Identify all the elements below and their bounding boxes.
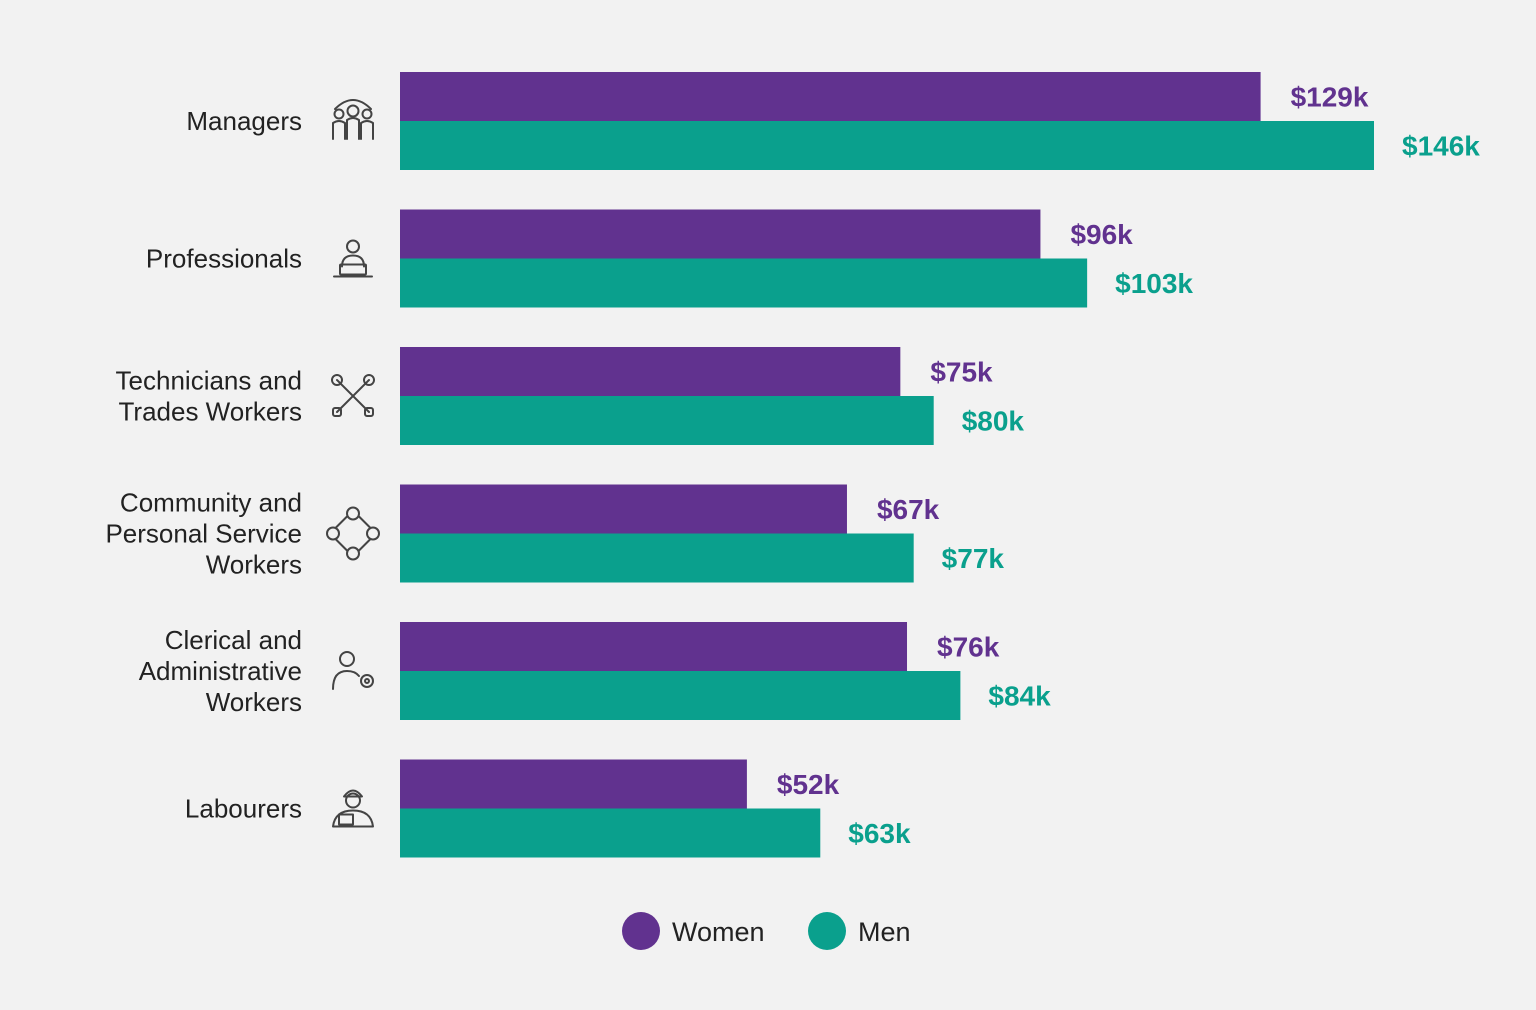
bar-women [400, 209, 1041, 259]
bar-men [400, 121, 1374, 170]
bar-men [400, 258, 1088, 308]
value-label-women: $75k [930, 357, 993, 388]
legend-swatch [622, 912, 660, 950]
category-labels: Managers Professionals Technicians and Trad… [105, 106, 302, 824]
value-label-women: $67k [877, 494, 940, 525]
value-labels: $129k $146k $96k $103k $75k $80k $67k$77k $76k $… [777, 82, 1480, 850]
category-label: Technicians and Trades Workers [116, 366, 302, 427]
value-label-women: $129k [1291, 82, 1369, 113]
value-label-women: $52k [777, 769, 840, 800]
category-label: Community and Personal Service Workers [105, 488, 302, 580]
legend-label: Men [858, 917, 911, 947]
laptop-user-icon [333, 239, 373, 278]
category-label: Managers [186, 106, 302, 136]
legend-item-women: Women [622, 912, 765, 950]
category-label: Professionals [146, 244, 302, 274]
bar-women [400, 347, 901, 396]
legend: Women Men [622, 912, 911, 950]
bar-women [400, 622, 908, 671]
category-icons [326, 99, 380, 828]
user-gear-icon [332, 651, 374, 690]
value-label-men: $77k [942, 543, 1005, 574]
bar-women [400, 72, 1261, 121]
value-label-men: $80k [962, 406, 1025, 437]
legend-item-men: Men [808, 912, 911, 950]
value-label-men: $103k [1115, 268, 1193, 299]
network-icon [326, 506, 380, 561]
bar-women [400, 484, 847, 534]
bar-men [400, 671, 961, 720]
worker-icon [332, 789, 374, 828]
category-label: Clerical and Administrative Workers [139, 625, 302, 717]
legend-swatch [808, 912, 846, 950]
value-label-men: $146k [1402, 131, 1480, 162]
bars [400, 72, 1374, 858]
bar-men [400, 396, 934, 445]
bar-men [400, 808, 821, 858]
bar-men [400, 533, 914, 583]
tools-icon [331, 374, 375, 417]
value-label-men: $84k [988, 681, 1051, 712]
value-label-women: $96k [1070, 219, 1133, 250]
team-icon [332, 99, 374, 140]
bar-women [400, 759, 747, 809]
value-label-men: $63k [848, 818, 911, 849]
legend-label: Women [672, 917, 765, 947]
value-label-women: $76k [937, 632, 1000, 663]
category-label: Labourers [185, 794, 302, 824]
